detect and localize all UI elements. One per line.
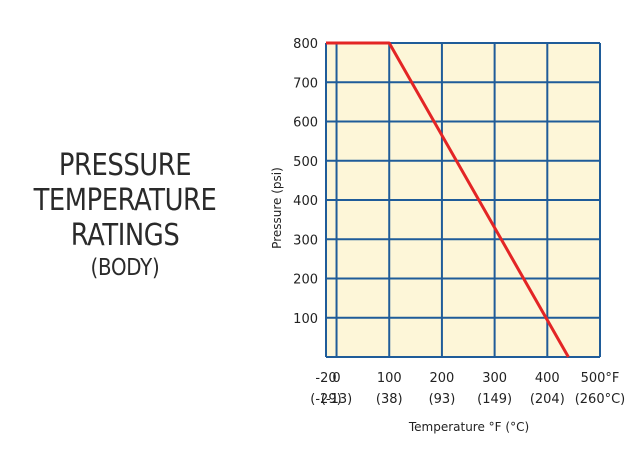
pressure-line <box>326 41 570 358</box>
chart-subtitle: (BODY) <box>90 255 160 281</box>
x-tick-label-f: 500°F <box>581 371 620 386</box>
chart-title: PRESSURE TEMPERATURE RATINGS (BODY) <box>0 148 250 283</box>
y-tick-label: 400 <box>293 194 318 209</box>
x-tick-label-f: 300 <box>482 371 507 386</box>
y-axis-ticks: 100 200 300 400 500 600 700 800 <box>293 37 318 327</box>
x-axis-ticks: -20 (-29) 0 (-13) 100 (38) 200 (93) 300 (149) 400 (… <box>310 371 625 407</box>
title-line-1: PRESSURE <box>58 148 192 183</box>
y-tick-label: 700 <box>293 76 318 91</box>
series-group <box>326 41 570 358</box>
x-tick-label-f: 100 <box>377 371 402 386</box>
x-tick-label-c: (260°C) <box>575 392 626 407</box>
x-tick-label-f: 400 <box>535 371 560 386</box>
x-tick-label-c: (149) <box>477 392 512 407</box>
x-tick-label-f: 0 <box>332 371 340 386</box>
title-line-2: TEMPERATURE <box>33 183 217 218</box>
x-tick-label-c: (-13) <box>321 392 352 407</box>
y-tick-label: 200 <box>293 273 318 288</box>
x-tick-label-c: (38) <box>376 392 403 407</box>
x-tick-label-f: -20 <box>315 371 336 386</box>
x-tick-label-c: (204) <box>530 392 565 407</box>
x-axis-label: Temperature °F (°C) <box>408 420 529 434</box>
y-tick-label: 600 <box>293 116 318 131</box>
x-tick-label-c: (-29) <box>310 392 341 407</box>
y-axis-label: Pressure (psi) <box>270 167 284 249</box>
y-tick-label: 500 <box>293 155 318 170</box>
y-tick-label: 100 <box>293 312 318 327</box>
y-tick-label: 800 <box>293 37 318 52</box>
title-line-3: RATINGS <box>70 218 180 253</box>
y-tick-label: 300 <box>293 233 318 248</box>
x-tick-label-f: 200 <box>430 371 455 386</box>
x-tick-label-c: (93) <box>429 392 456 407</box>
